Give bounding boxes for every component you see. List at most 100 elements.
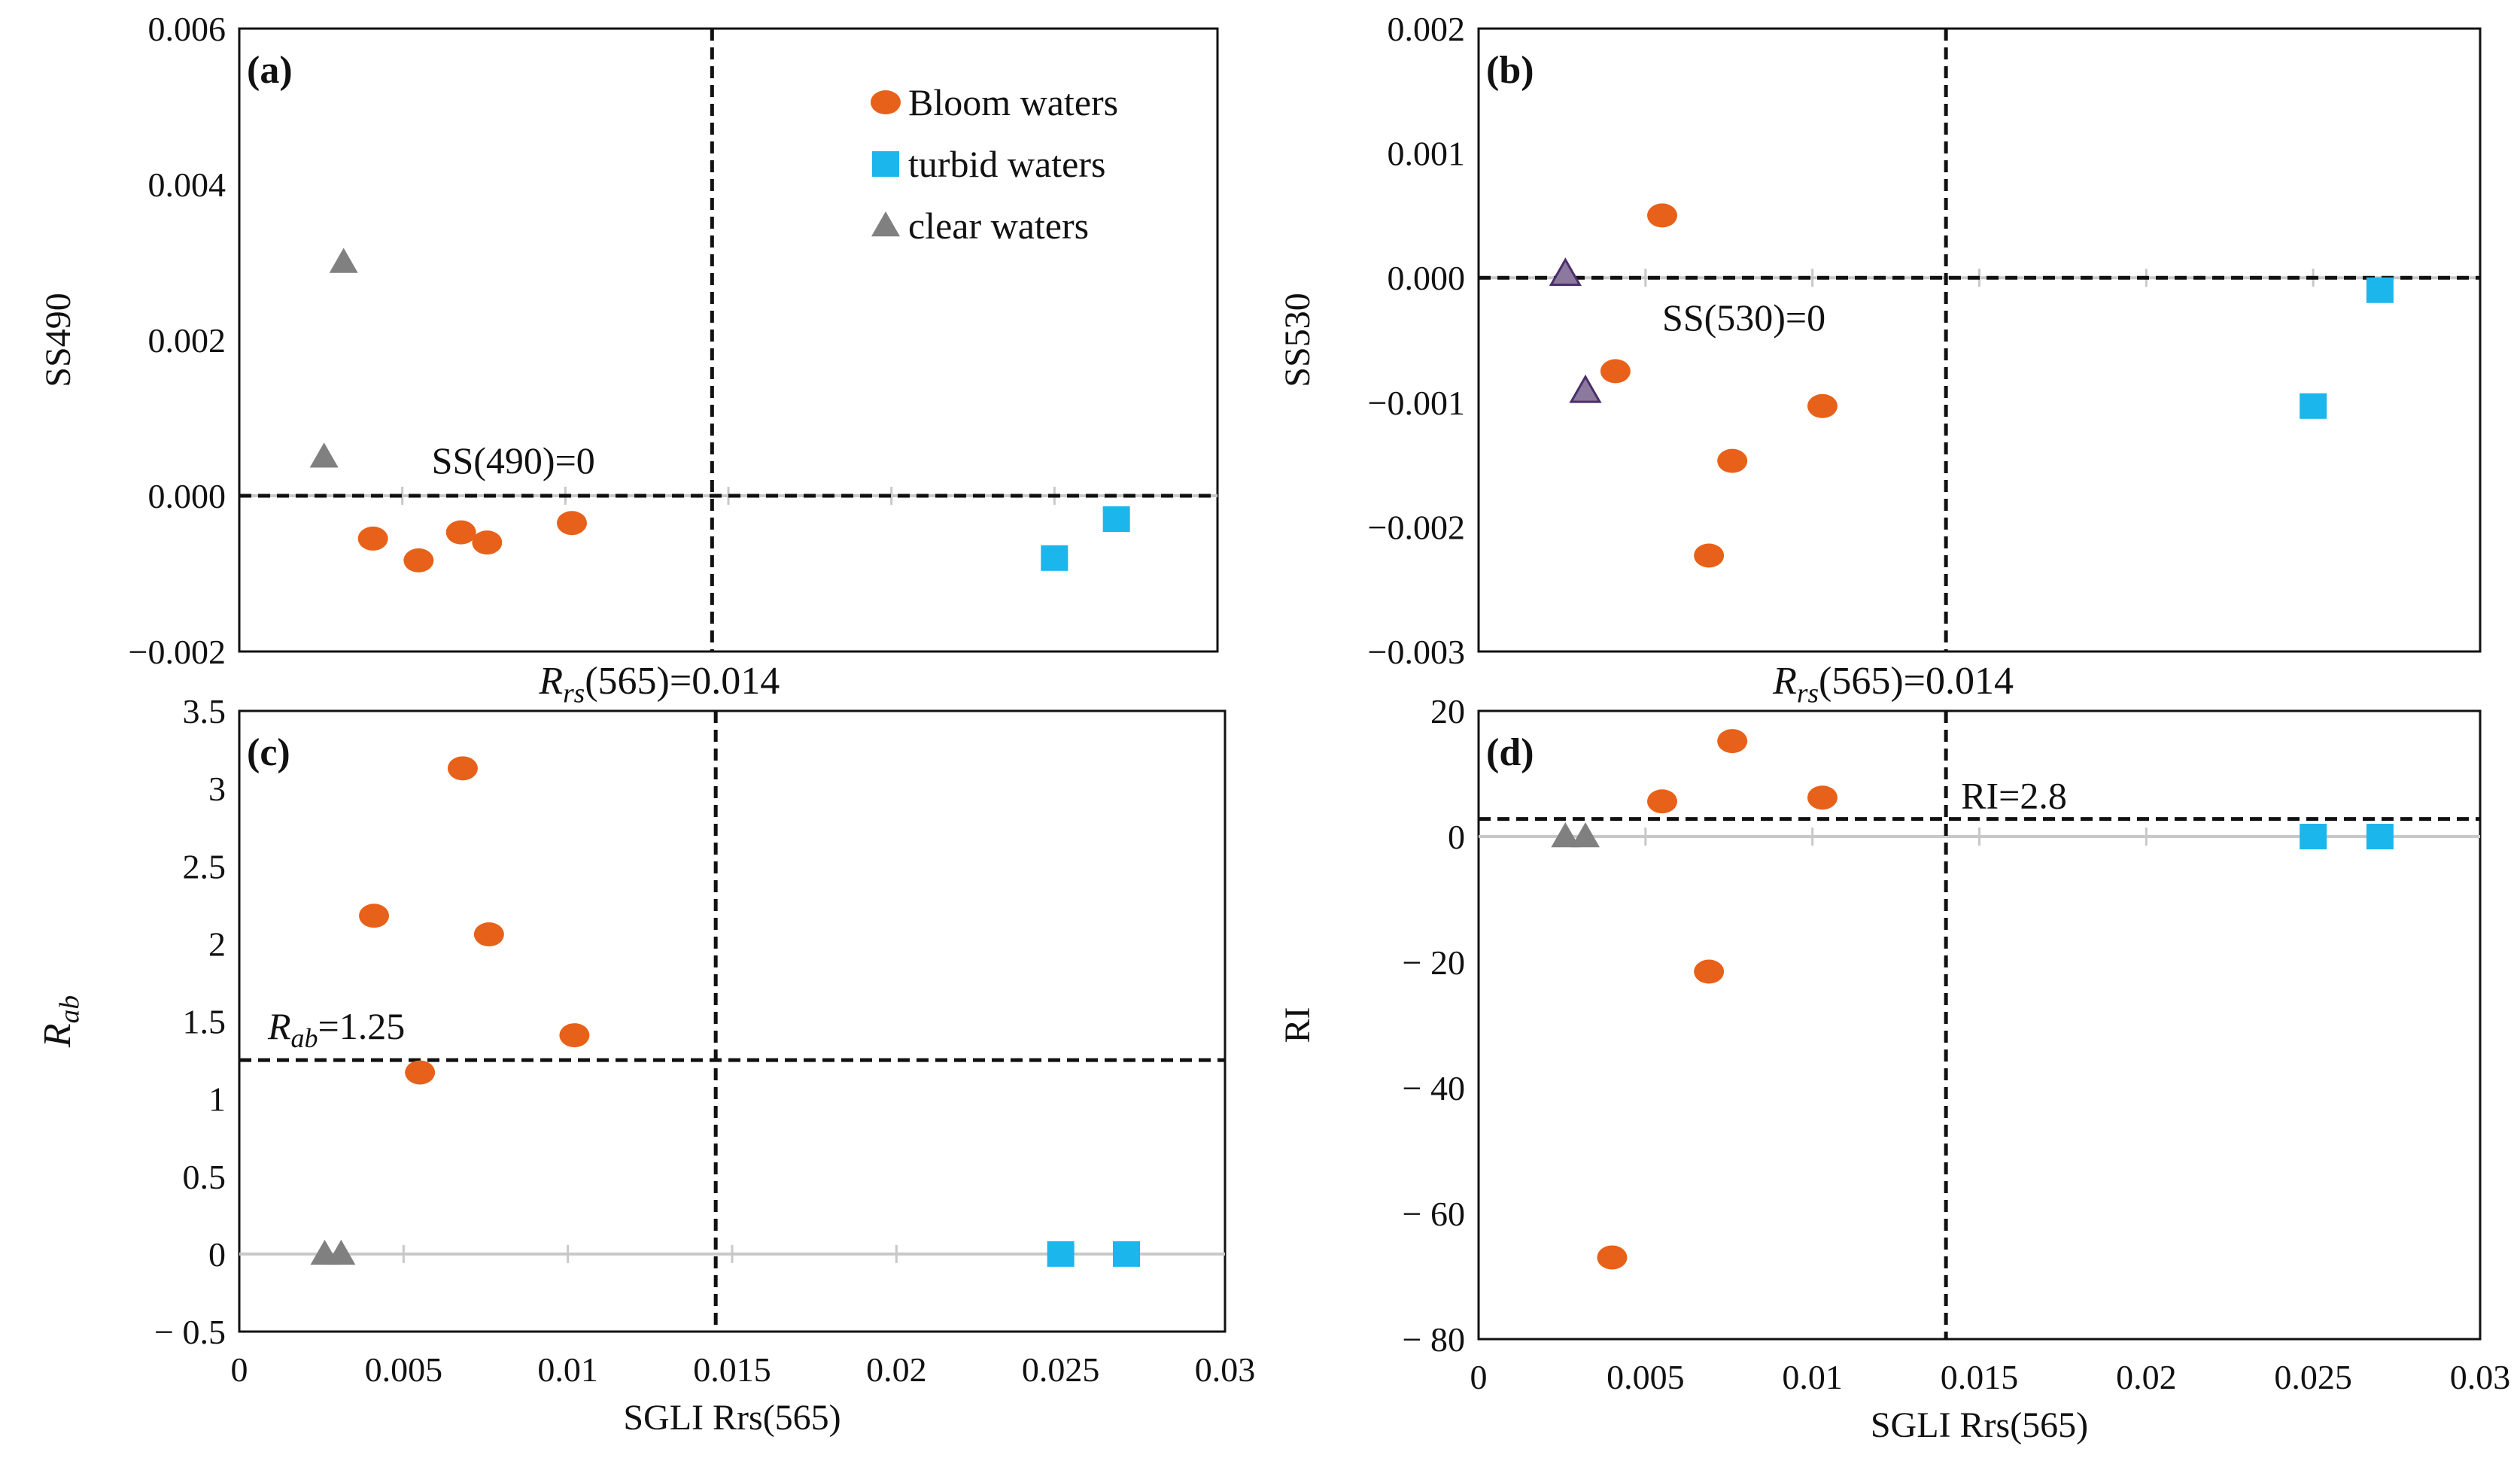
y-tick-label: − 20 [1403, 943, 1465, 982]
y-tick-label: 0.002 [148, 321, 226, 360]
x-tick-label: 0.025 [1022, 1350, 1100, 1389]
y-tick-label: 0 [1448, 818, 1465, 856]
x-tick-label: 0.015 [1941, 1358, 2019, 1396]
chart-panel-c: − 0.500.511.522.533.50 0.005 0.01 0.015 0.02… [36, 692, 1255, 1438]
y-axis-title: SS530 [1278, 293, 1318, 387]
y-tick-label: 0.001 [1388, 135, 1466, 173]
y-tick-label: 0.004 [148, 166, 226, 204]
y-tick-label: 0.000 [1388, 259, 1466, 297]
panel-label: (b) [1486, 49, 1534, 92]
plot-frame [238, 27, 1219, 653]
y-tick-label: 3.5 [183, 692, 226, 730]
x-tick-label: 0 [1470, 1358, 1488, 1396]
data-point-bloom [559, 1023, 590, 1048]
panel-label: (c) [247, 731, 290, 774]
data-point-clear [1549, 257, 1582, 286]
legend-marker-turbid [872, 151, 899, 177]
y-tick-label: 20 [1430, 692, 1465, 730]
hline-label: SS(530)=0 [1662, 296, 1825, 339]
plot-frame [1477, 709, 2482, 1341]
data-point-clear [1551, 822, 1580, 848]
data-point-turbid [1047, 1241, 1075, 1267]
y-tick-label: 1.5 [183, 1003, 226, 1041]
data-point-bloom [472, 530, 503, 555]
legend: Bloom waters turbid waters clear waters [871, 81, 1118, 247]
data-point-turbid [2300, 824, 2327, 849]
x-tick-label: 0.02 [866, 1350, 927, 1389]
x-tick-label: 0 [231, 1350, 248, 1389]
y-tick-label: 2.5 [183, 847, 226, 885]
hline-label: RI=2.8 [1961, 775, 2067, 817]
legend-label-turbid: turbid waters [908, 143, 1105, 185]
data-point-bloom [1694, 543, 1725, 568]
y-axis-title: SS490 [38, 293, 78, 387]
legend-label-clear: clear waters [908, 205, 1089, 247]
plot-frame [1477, 27, 2482, 653]
data-point-turbid [2366, 277, 2394, 303]
y-tick-label: 2 [208, 925, 226, 963]
y-tick-label: −0.002 [1368, 508, 1465, 546]
data-point-bloom [1717, 729, 1748, 754]
panel-label: (d) [1486, 731, 1534, 774]
y-tick-label: −0.001 [1368, 384, 1465, 422]
data-point-bloom [1807, 393, 1838, 418]
x-tick-label: 0.01 [537, 1350, 598, 1389]
legend-marker-bloom [871, 90, 901, 114]
x-tick-label: 0.03 [1195, 1350, 1256, 1389]
x-tick-label: 0.01 [1782, 1358, 1843, 1396]
chart-panel-a: −0.002 0.000 0.002 0.004 0.006 SS490 (a) SS(490… [38, 10, 1219, 709]
data-point-bloom [1717, 448, 1748, 473]
x-tick-label: 0.005 [1607, 1358, 1685, 1396]
x-tick-label: 0.03 [2450, 1358, 2511, 1396]
data-point-clear [1570, 822, 1600, 848]
plot-frame [238, 709, 1227, 1333]
hline-label: Rab=1.25 [267, 1005, 405, 1053]
panel-label: (a) [247, 49, 293, 92]
y-tick-label: − 80 [1403, 1320, 1465, 1359]
data-point-bloom [1600, 359, 1631, 384]
data-point-bloom [557, 511, 587, 536]
x-tick-label: 0.015 [693, 1350, 771, 1389]
chart-panel-b: −0.003 −0.002 −0.001 0.000 0.001 0.002 SS530 (b… [1278, 10, 2482, 709]
data-point-turbid [1041, 545, 1068, 571]
data-point-turbid [2300, 393, 2327, 419]
data-point-bloom [445, 520, 476, 545]
data-point-clear [309, 442, 339, 468]
x-axis-title: SGLI Rrs(565) [1871, 1405, 2088, 1445]
y-tick-label: −0.003 [1368, 633, 1465, 671]
y-tick-label: 0.000 [148, 477, 226, 515]
y-tick-label: − 40 [1403, 1069, 1465, 1107]
y-tick-label: − 0.5 [154, 1313, 226, 1351]
data-point-turbid [1113, 1241, 1140, 1267]
y-tick-label: 3 [208, 770, 226, 808]
chart-panel-d: − 80 − 60 − 40 − 20 0 20 0 0.005 0.01 0.015 0.02 0.… [1278, 692, 2510, 1445]
data-point-clear [327, 1239, 356, 1265]
y-tick-label: 0.5 [183, 1158, 226, 1196]
data-point-bloom [473, 922, 504, 946]
data-point-bloom [359, 904, 390, 928]
data-point-bloom [357, 526, 388, 551]
y-tick-label: 0.002 [1388, 10, 1466, 48]
data-point-bloom [405, 1060, 436, 1085]
y-tick-label: 0.006 [148, 10, 226, 48]
data-point-turbid [1102, 506, 1130, 533]
data-point-turbid [2366, 824, 2394, 849]
y-tick-label: 1 [208, 1080, 226, 1119]
data-point-bloom [447, 756, 478, 781]
x-axis-title: SGLI Rrs(565) [623, 1398, 841, 1438]
data-point-bloom [1647, 789, 1678, 814]
legend-marker-clear [871, 211, 900, 237]
x-tick-label: 0.02 [2116, 1358, 2177, 1396]
legend-label-bloom: Bloom waters [908, 81, 1118, 123]
vline-label: Rrs(565)=0.014 [1772, 660, 2014, 709]
y-tick-label: −0.002 [129, 633, 226, 671]
y-axis-title: Rab [36, 995, 85, 1048]
x-tick-label: 0.005 [365, 1350, 443, 1389]
data-point-bloom [1807, 785, 1838, 810]
data-point-bloom [403, 548, 434, 573]
data-point-bloom [1597, 1245, 1628, 1270]
vline-label: Rrs(565)=0.014 [538, 660, 780, 709]
hline-label: SS(490)=0 [432, 439, 595, 481]
y-tick-label: − 60 [1403, 1195, 1465, 1233]
